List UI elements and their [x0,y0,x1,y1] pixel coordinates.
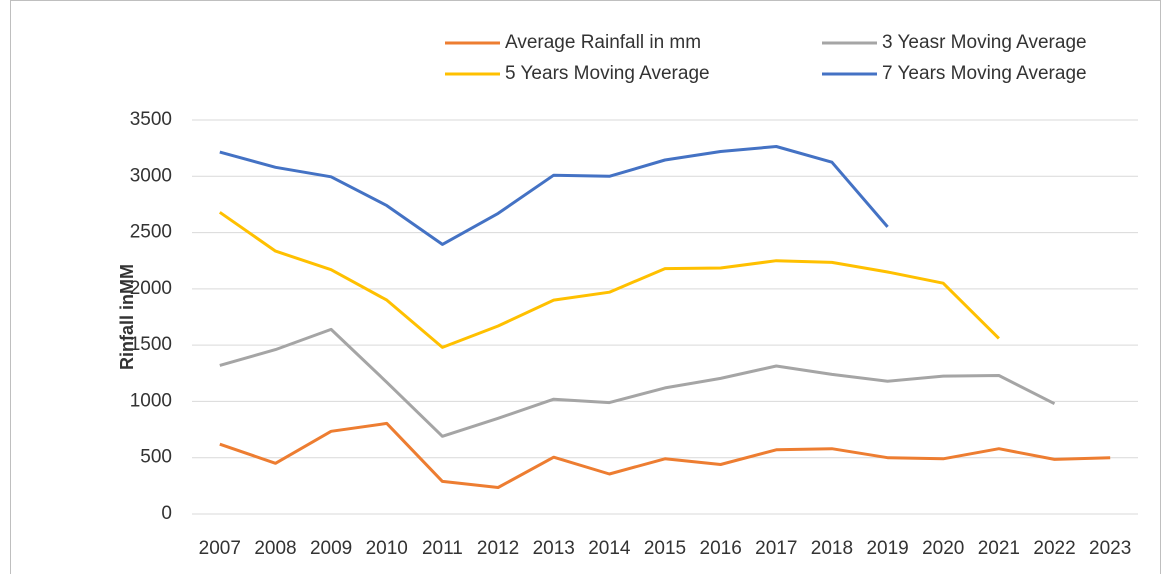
legend-label: 3 Yeasr Moving Average [882,32,1087,53]
x-tick-label: 2016 [700,538,742,559]
x-tick-label: 2021 [978,538,1020,559]
x-tick-label: 2012 [477,538,519,559]
series-line [219,421,1111,489]
chart-border [10,0,1161,574]
x-tick-label: 2008 [254,538,296,559]
x-tick-label: 2019 [866,538,908,559]
x-tick-label: 2022 [1033,538,1075,559]
x-tick-label: 2013 [533,538,575,559]
y-tick-label: 1000 [130,390,172,411]
y-tick-label: 0 [161,503,172,524]
x-tick-label: 2023 [1089,538,1131,559]
series-line [219,145,889,246]
y-axis-title: Rinfall inMM [117,264,137,370]
x-tick-label: 2017 [755,538,797,559]
y-tick-label: 2000 [130,278,172,299]
y-tick-label: 1500 [130,334,172,355]
y-tick-label: 500 [140,447,172,468]
y-tick-label: 3500 [130,109,172,130]
x-tick-label: 2007 [199,538,241,559]
x-tick-label: 2010 [366,538,408,559]
x-tick-label: 2011 [422,538,463,559]
series-line [219,327,1056,438]
x-tick-label: 2018 [811,538,853,559]
legend-label: 5 Years Moving Average [505,63,710,84]
x-tick-label: 2009 [310,538,352,559]
legend-label: Average Rainfall in mm [505,32,701,53]
series-line [218,211,1000,349]
y-tick-label: 3000 [130,165,172,186]
x-tick-label: 2020 [922,538,964,559]
x-tick-label: 2015 [644,538,686,559]
legend-label: 7 Years Moving Average [882,63,1087,84]
y-tick-label: 2500 [130,222,172,243]
x-tick-label: 2014 [588,538,631,559]
